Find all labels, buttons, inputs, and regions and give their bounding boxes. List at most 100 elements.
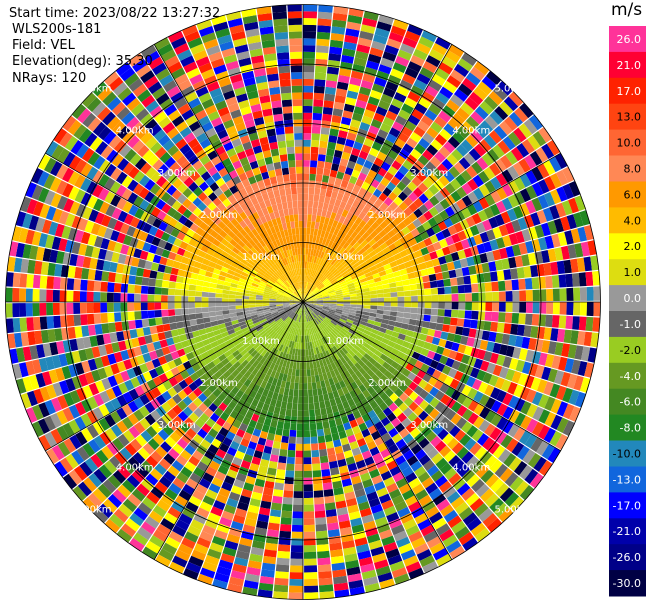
velocity-gate [303, 410, 309, 417]
noise-gate [134, 208, 145, 220]
noise-gate [192, 433, 204, 445]
noise-gate [253, 533, 266, 543]
noise-gate [258, 507, 271, 516]
velocity-gate [336, 295, 344, 299]
noise-gate [126, 116, 140, 130]
noise-gate [135, 434, 148, 447]
velocity-gate [303, 302, 310, 304]
noise-gate [312, 470, 322, 478]
noise-gate [166, 184, 177, 196]
noise-gate [422, 132, 435, 144]
velocity-gate [420, 327, 429, 335]
velocity-gate [388, 220, 398, 230]
velocity-gate [306, 314, 310, 322]
noise-gate [361, 181, 371, 191]
noise-gate [286, 463, 295, 471]
velocity-gate [270, 419, 278, 428]
noise-gate [273, 18, 288, 27]
noise-gate [98, 187, 110, 201]
velocity-gate [346, 254, 354, 262]
noise-gate [538, 409, 551, 424]
noise-gate [339, 123, 350, 132]
noise-gate [405, 495, 418, 507]
noise-gate [434, 202, 445, 214]
velocity-gate [290, 375, 296, 383]
noise-gate [226, 147, 237, 158]
noise-gate [355, 134, 366, 144]
velocity-gate [363, 302, 371, 306]
noise-gate [234, 144, 245, 154]
velocity-gate [309, 299, 317, 301]
noise-gate [479, 394, 490, 407]
velocity-gate [315, 257, 320, 265]
noise-gate [127, 493, 142, 507]
noise-gate [20, 196, 32, 213]
noise-gate [87, 151, 100, 166]
noise-gate [403, 196, 414, 207]
noise-gate [457, 362, 468, 373]
noise-gate [201, 423, 212, 434]
velocity-gate [309, 362, 314, 370]
velocity-gate [412, 331, 421, 340]
velocity-gate [342, 325, 350, 332]
noise-gate [178, 513, 193, 525]
velocity-gate [256, 378, 264, 387]
velocity-gate [318, 274, 325, 281]
noise-gate [127, 302, 135, 312]
noise-gate [195, 86, 209, 98]
velocity-gate [307, 207, 313, 215]
noise-gate [531, 239, 541, 252]
noise-gate [5, 287, 13, 302]
velocity-gate [402, 279, 410, 286]
noise-gate [80, 192, 92, 206]
noise-gate [521, 228, 532, 242]
noise-gate [329, 46, 343, 55]
noise-gate [191, 103, 204, 115]
noise-gate [471, 429, 484, 442]
velocity-gate [336, 351, 343, 359]
velocity-gate [304, 281, 307, 289]
velocity-gate [275, 357, 282, 366]
noise-gate [538, 237, 548, 251]
noise-gate [142, 497, 156, 510]
noise-gate [349, 77, 362, 87]
noise-gate [294, 470, 303, 478]
velocity-gate [162, 273, 171, 281]
noise-gate [430, 139, 443, 151]
noise-gate [398, 109, 411, 121]
velocity-gate [329, 304, 337, 308]
noise-gate [86, 410, 99, 424]
velocity-gate [324, 280, 331, 286]
noise-gate [183, 385, 193, 396]
noise-gate [133, 421, 146, 434]
noise-gate [345, 559, 360, 569]
noise-gate [541, 366, 552, 381]
noise-gate [562, 183, 574, 200]
velocity-gate [336, 263, 344, 271]
velocity-gate [308, 396, 314, 404]
velocity-gate [403, 377, 413, 387]
velocity-gate [304, 308, 307, 316]
velocity-gate [336, 403, 345, 412]
noise-gate [113, 351, 123, 363]
noise-gate [94, 324, 103, 335]
noise-gate [561, 343, 571, 358]
noise-gate [90, 453, 104, 468]
velocity-gate [405, 246, 414, 255]
noise-gate [243, 77, 256, 87]
noise-gate [117, 433, 130, 447]
velocity-gate [305, 282, 308, 289]
velocity-gate [395, 338, 404, 346]
noise-gate [345, 428, 354, 437]
noise-gate [34, 260, 43, 275]
velocity-gate [196, 279, 204, 287]
noise-gate [593, 302, 601, 317]
noise-gate [18, 362, 29, 378]
noise-gate [123, 359, 133, 370]
noise-gate [286, 456, 295, 465]
noise-gate [543, 192, 556, 207]
noise-gate [481, 76, 497, 91]
noise-gate [126, 474, 141, 488]
velocity-gate [377, 297, 385, 302]
